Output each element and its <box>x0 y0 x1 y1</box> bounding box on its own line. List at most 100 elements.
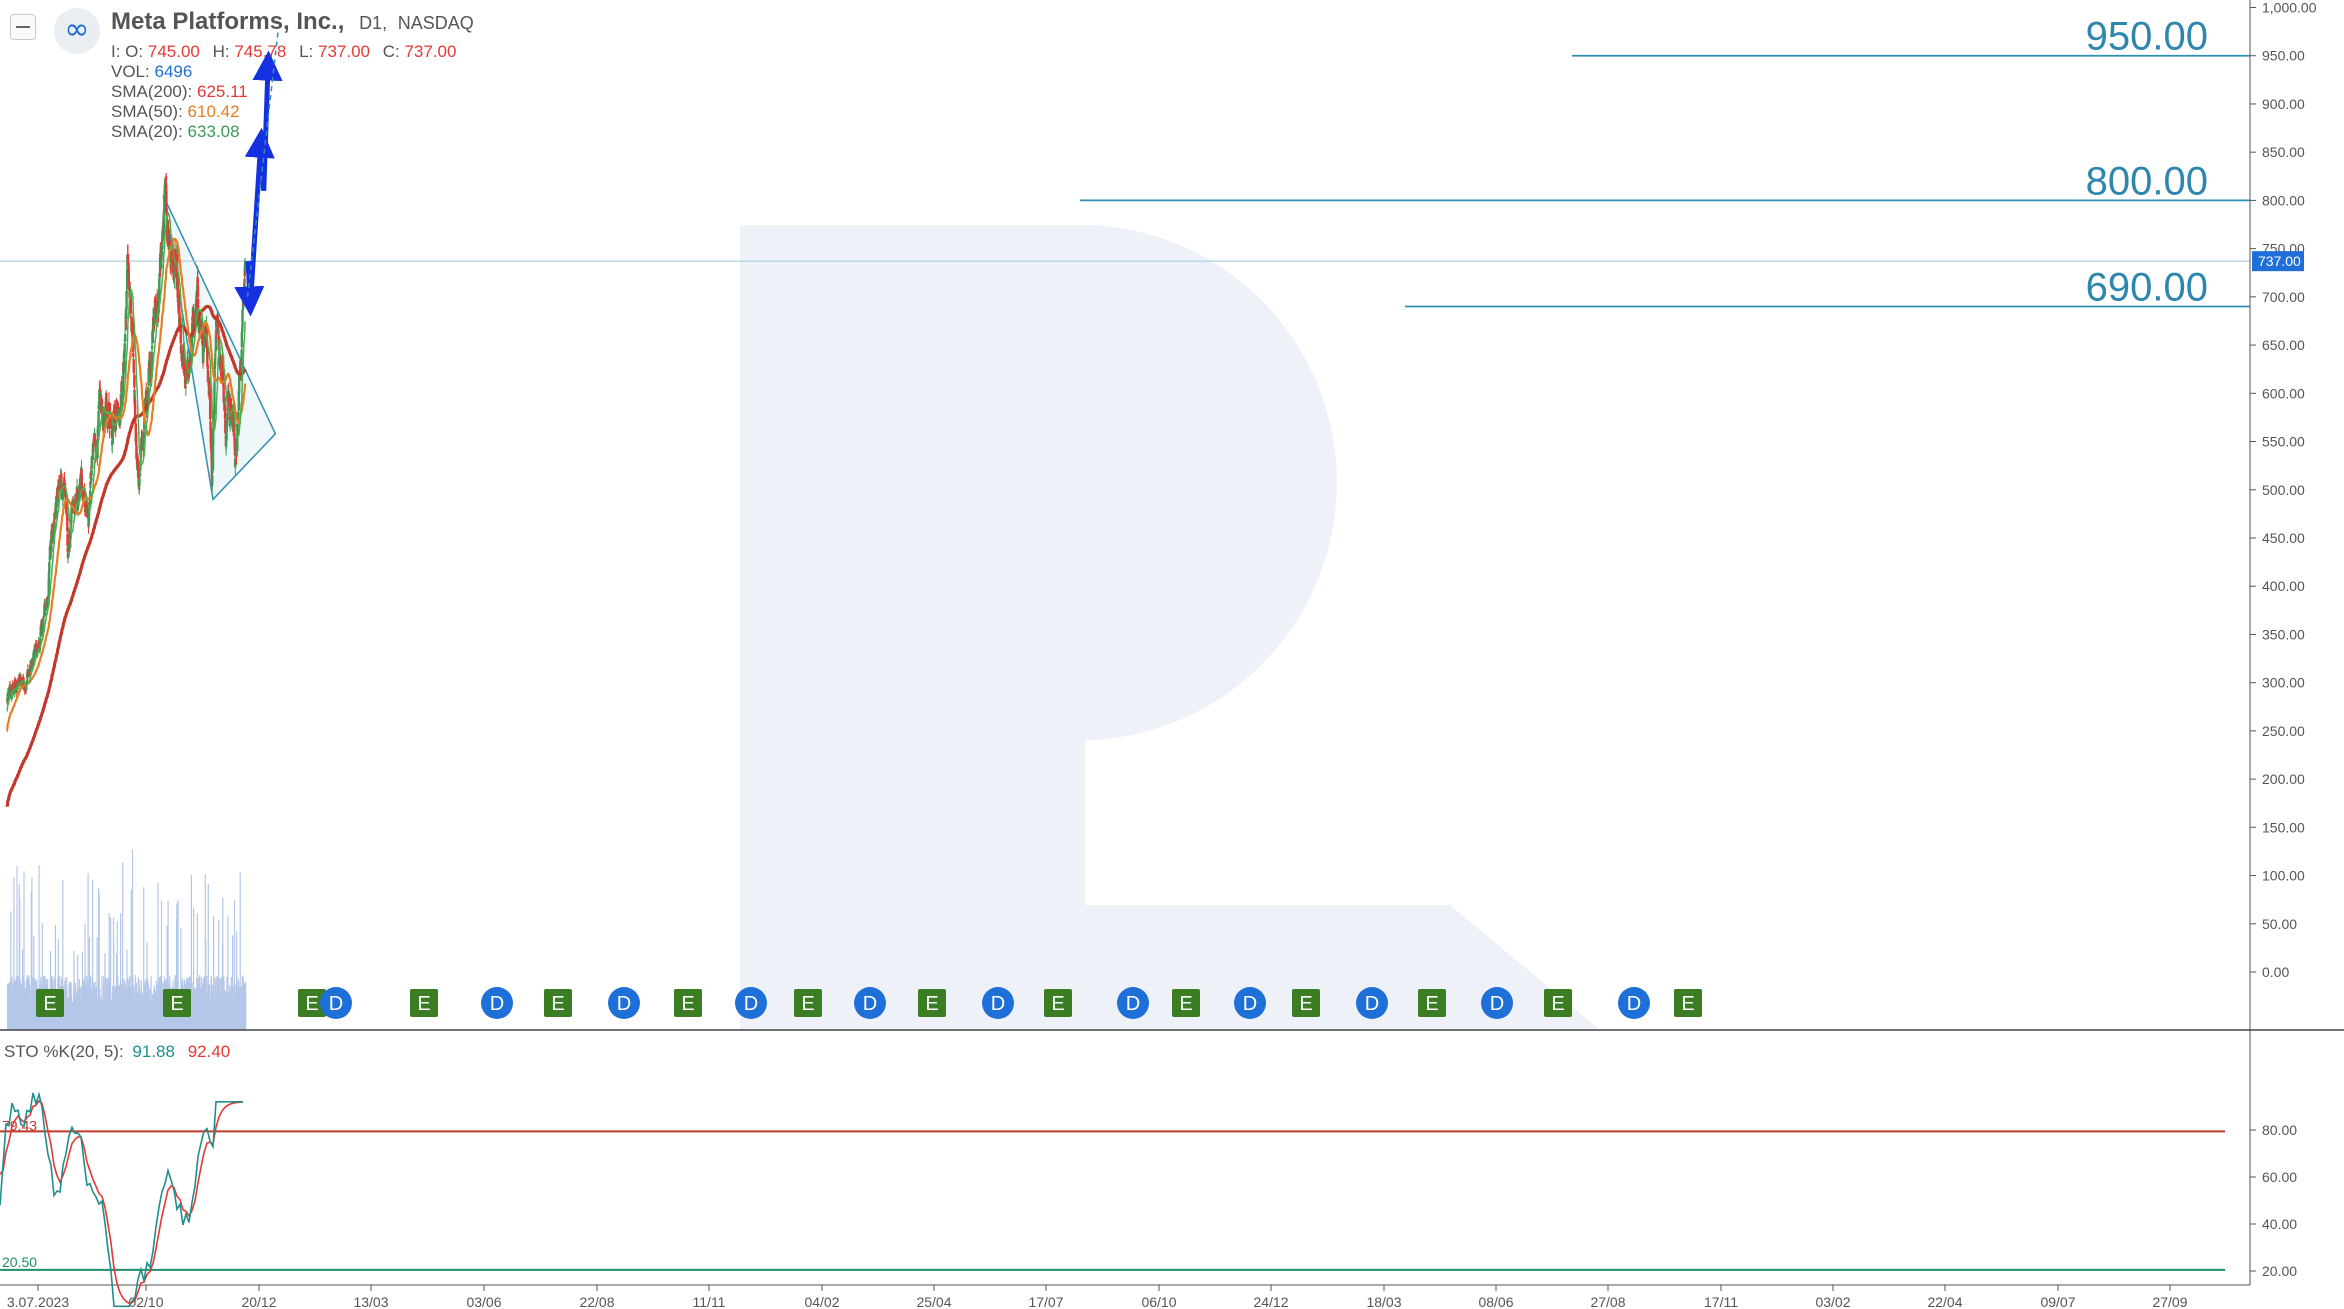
candle-body <box>76 499 80 509</box>
stochastic-label: STO %K(20, 5): <box>4 1042 124 1061</box>
dividend-badge-bg <box>481 987 513 1019</box>
candle-body <box>234 458 237 468</box>
candle-body <box>128 281 131 290</box>
candle-body <box>56 486 60 500</box>
candle-body <box>126 254 130 265</box>
dividend-badge[interactable]: D <box>1356 987 1388 1019</box>
earnings-badge[interactable]: E <box>1544 989 1572 1017</box>
candle-body <box>136 461 140 469</box>
volume-bar <box>83 999 85 1030</box>
event-marker-label: D <box>329 993 343 1015</box>
volume-bar <box>10 911 12 1030</box>
sma200-value: 625.11 <box>196 82 248 101</box>
dividend-badge[interactable]: D <box>1117 987 1149 1019</box>
exchange: NASDAQ <box>397 13 474 33</box>
candle-body <box>89 481 92 488</box>
volume-bar <box>219 979 221 1030</box>
dividend-badge[interactable]: D <box>481 987 513 1019</box>
volume-bar <box>123 986 125 1030</box>
volume-bar <box>13 991 15 1030</box>
earnings-badge[interactable]: E <box>410 989 438 1017</box>
sto-y-tick-label: 20.00 <box>2262 1263 2297 1279</box>
candle-body <box>227 396 231 406</box>
dividend-badge[interactable]: D <box>1234 987 1266 1019</box>
candle-body <box>47 580 50 595</box>
earnings-badge[interactable]: E <box>1044 989 1072 1017</box>
volume-bar <box>69 989 71 1030</box>
earnings-badge[interactable]: E <box>1292 989 1320 1017</box>
volume-bar <box>87 873 89 1030</box>
candle-body <box>134 432 138 446</box>
y-tick-label: 950.00 <box>2262 48 2305 64</box>
vol-value: 6496 <box>154 62 193 81</box>
earnings-badge[interactable]: E <box>918 989 946 1017</box>
forecast-arrow <box>252 50 283 191</box>
candle-body <box>109 411 112 423</box>
candle-body <box>209 441 213 450</box>
event-marker-label: D <box>490 993 504 1015</box>
earnings-badge[interactable]: E <box>544 989 572 1017</box>
y-tick-label: 350.00 <box>2262 626 2305 642</box>
earnings-badge[interactable]: E <box>794 989 822 1017</box>
candle-body <box>179 345 183 353</box>
event-marker-label: E <box>43 993 56 1015</box>
close-value: 737.00 <box>404 42 457 61</box>
volume-bar <box>101 976 103 1030</box>
sto-y-tick-label: 40.00 <box>2262 1216 2297 1232</box>
dividend-badge[interactable]: D <box>982 987 1014 1019</box>
x-tick-label: 13/03 <box>353 1294 388 1309</box>
candle-body <box>121 390 124 404</box>
earnings-badge-bg <box>674 989 702 1017</box>
candle-body <box>113 406 117 421</box>
dividend-badge[interactable]: D <box>1618 987 1650 1019</box>
candle-body <box>91 445 95 460</box>
candle-body <box>157 290 161 304</box>
earnings-badge-bg <box>298 989 326 1017</box>
volume-bar <box>241 988 243 1030</box>
dividend-badge-bg <box>1618 987 1650 1019</box>
earnings-badge[interactable]: E <box>1418 989 1446 1017</box>
ohlc-row: I: O: 745.00 H: 745.78 L: 737.00 C: 737.… <box>111 42 464 62</box>
volume-bar <box>9 1006 11 1030</box>
earnings-badge[interactable]: E <box>163 989 191 1017</box>
candle-body <box>156 298 160 308</box>
volume-bar <box>203 981 205 1030</box>
dividend-badge[interactable]: D <box>608 987 640 1019</box>
volume-bar <box>216 994 218 1030</box>
candle-body <box>215 325 218 332</box>
y-tick-label: 300.00 <box>2262 675 2305 691</box>
dividend-badge-bg <box>1117 987 1149 1019</box>
candle-body <box>116 402 119 415</box>
collapse-menu-icon[interactable] <box>10 14 36 40</box>
x-tick-label: 24/12 <box>1253 1294 1288 1309</box>
x-tick-label: 25/04 <box>916 1294 951 1309</box>
candle-body <box>138 473 142 477</box>
dividend-badge[interactable]: D <box>320 987 352 1019</box>
earnings-badge[interactable]: E <box>36 989 64 1017</box>
watermark-shape <box>740 225 1337 1030</box>
candle-body <box>85 501 88 514</box>
earnings-badge[interactable]: E <box>1172 989 1200 1017</box>
candle-body <box>33 655 36 658</box>
candle-body <box>142 434 145 450</box>
volume-bar <box>226 996 228 1030</box>
y-tick-label: 400.00 <box>2262 578 2305 594</box>
candle-body <box>216 318 220 334</box>
dividend-badge[interactable]: D <box>854 987 886 1019</box>
candle-body <box>48 561 51 573</box>
dividend-badge[interactable]: D <box>1481 987 1513 1019</box>
candle-body <box>211 442 215 471</box>
sma200-line <box>5 304 247 807</box>
candle-body <box>106 403 109 417</box>
earnings-badge[interactable]: E <box>298 989 326 1017</box>
earnings-badge[interactable]: E <box>674 989 702 1017</box>
dividend-badge[interactable]: D <box>735 987 767 1019</box>
y-tick-label: 600.00 <box>2262 385 2305 401</box>
volume-bar <box>218 920 220 1030</box>
earnings-badge-bg <box>544 989 572 1017</box>
volume-bars <box>7 849 247 1030</box>
earnings-badge[interactable]: E <box>1674 989 1702 1017</box>
